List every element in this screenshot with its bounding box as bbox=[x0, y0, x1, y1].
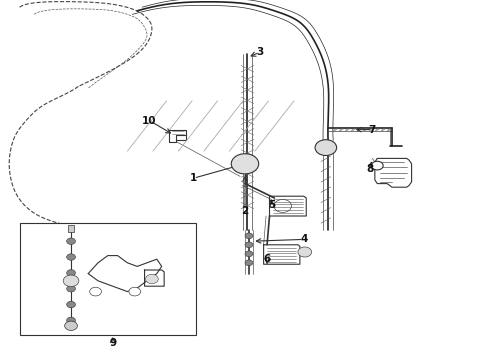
Text: 8: 8 bbox=[367, 164, 373, 174]
Circle shape bbox=[245, 260, 253, 266]
Text: 5: 5 bbox=[269, 200, 275, 210]
Circle shape bbox=[65, 321, 77, 330]
Circle shape bbox=[129, 287, 141, 296]
Circle shape bbox=[245, 251, 253, 257]
Circle shape bbox=[90, 287, 101, 296]
Circle shape bbox=[298, 247, 312, 257]
Circle shape bbox=[245, 233, 253, 239]
Bar bbox=[20, 223, 196, 335]
Text: 2: 2 bbox=[242, 206, 248, 216]
Circle shape bbox=[67, 254, 75, 260]
Circle shape bbox=[63, 275, 79, 287]
Circle shape bbox=[67, 285, 75, 292]
Circle shape bbox=[67, 317, 75, 324]
Circle shape bbox=[315, 140, 337, 156]
Circle shape bbox=[67, 238, 75, 244]
Text: 10: 10 bbox=[142, 116, 157, 126]
Circle shape bbox=[245, 242, 253, 248]
Bar bbox=[68, 225, 74, 232]
Text: 9: 9 bbox=[109, 338, 116, 348]
Text: 6: 6 bbox=[264, 254, 270, 264]
Text: 4: 4 bbox=[300, 234, 308, 244]
Text: 3: 3 bbox=[256, 47, 263, 57]
Circle shape bbox=[231, 154, 259, 174]
Circle shape bbox=[146, 274, 158, 284]
Text: 7: 7 bbox=[368, 125, 376, 135]
Circle shape bbox=[67, 270, 75, 276]
Circle shape bbox=[67, 301, 75, 308]
Circle shape bbox=[371, 161, 383, 170]
Text: 1: 1 bbox=[190, 173, 197, 183]
